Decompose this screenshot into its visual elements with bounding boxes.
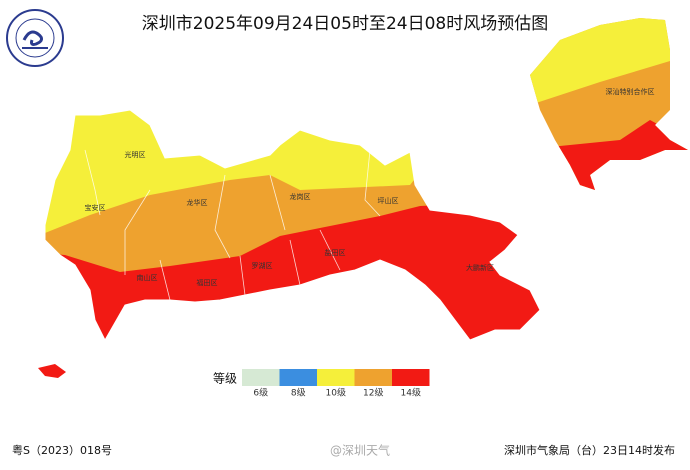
- legend-swatch: [279, 369, 317, 386]
- legend-swatch: [392, 369, 430, 386]
- district-label: 福田区: [197, 278, 218, 287]
- license: 粤S（2023）018号: [12, 443, 112, 457]
- district-label: 坪山区: [378, 196, 399, 205]
- legend-title: 等级: [213, 372, 237, 386]
- legend-label: 8级: [291, 387, 306, 399]
- wind-zone: [38, 364, 66, 378]
- issuer: 深圳市气象局（台）23日14时发布: [504, 443, 675, 457]
- district-label: 龙岗区: [290, 192, 311, 201]
- legend-label: 10级: [326, 387, 346, 399]
- legend-label: 14级: [401, 387, 421, 399]
- district-label: 龙华区: [187, 198, 208, 207]
- legend-swatch: [317, 369, 355, 386]
- district-label: 罗湖区: [252, 261, 273, 270]
- legend: 等级 6级 8级 10级 12级 14级: [213, 369, 430, 399]
- legend-swatch: [354, 369, 392, 386]
- title: 深圳市2025年09月24日05时至24日08时风场预估图: [142, 14, 548, 34]
- legend-swatch: [242, 369, 280, 386]
- logo: [6, 9, 64, 67]
- district-label: 盐田区: [325, 248, 346, 257]
- district-label: 南山区: [137, 273, 158, 282]
- district-label: 大鹏新区: [466, 263, 494, 272]
- district-label: 深汕特别合作区: [606, 87, 655, 96]
- district-label: 宝安区: [85, 203, 106, 212]
- legend-label: 6级: [253, 387, 268, 399]
- legend-label: 12级: [363, 387, 383, 399]
- district-borders: [84, 149, 381, 301]
- watermark: @深圳天气: [330, 443, 390, 458]
- district-label: 光明区: [125, 150, 146, 159]
